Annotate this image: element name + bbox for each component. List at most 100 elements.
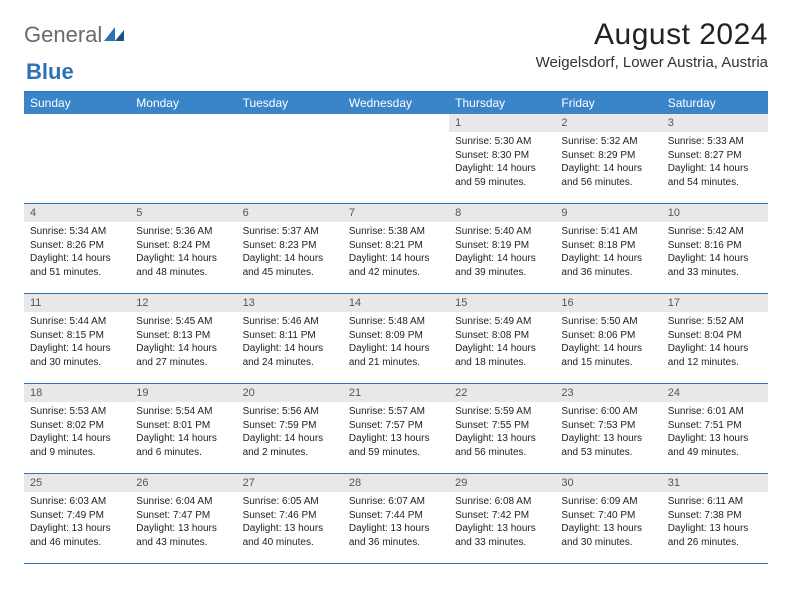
calendar-cell-empty [24, 114, 130, 204]
day-content: Sunrise: 5:32 AMSunset: 8:29 PMDaylight:… [555, 132, 661, 193]
calendar-cell: 21Sunrise: 5:57 AMSunset: 7:57 PMDayligh… [343, 384, 449, 474]
calendar-cell: 23Sunrise: 6:00 AMSunset: 7:53 PMDayligh… [555, 384, 661, 474]
day-content: Sunrise: 5:34 AMSunset: 8:26 PMDaylight:… [24, 222, 130, 283]
day-content: Sunrise: 5:46 AMSunset: 8:11 PMDaylight:… [237, 312, 343, 373]
calendar-cell: 15Sunrise: 5:49 AMSunset: 8:08 PMDayligh… [449, 294, 555, 384]
day-number: 12 [130, 294, 236, 312]
day-content: Sunrise: 5:59 AMSunset: 7:55 PMDaylight:… [449, 402, 555, 463]
logo-text-2: Blue [24, 59, 74, 84]
day-header: Friday [555, 92, 661, 114]
calendar-cell-empty [237, 114, 343, 204]
day-content: Sunrise: 5:45 AMSunset: 8:13 PMDaylight:… [130, 312, 236, 373]
calendar-cell: 5Sunrise: 5:36 AMSunset: 8:24 PMDaylight… [130, 204, 236, 294]
day-number: 4 [24, 204, 130, 222]
logo-icon [104, 22, 126, 48]
calendar-cell: 16Sunrise: 5:50 AMSunset: 8:06 PMDayligh… [555, 294, 661, 384]
calendar-cell: 24Sunrise: 6:01 AMSunset: 7:51 PMDayligh… [662, 384, 768, 474]
day-number: 20 [237, 384, 343, 402]
calendar-cell: 14Sunrise: 5:48 AMSunset: 8:09 PMDayligh… [343, 294, 449, 384]
calendar-cell: 10Sunrise: 5:42 AMSunset: 8:16 PMDayligh… [662, 204, 768, 294]
day-number: 17 [662, 294, 768, 312]
calendar-cell: 11Sunrise: 5:44 AMSunset: 8:15 PMDayligh… [24, 294, 130, 384]
calendar-cell: 3Sunrise: 5:33 AMSunset: 8:27 PMDaylight… [662, 114, 768, 204]
day-number: 6 [237, 204, 343, 222]
calendar-cell: 6Sunrise: 5:37 AMSunset: 8:23 PMDaylight… [237, 204, 343, 294]
day-content: Sunrise: 5:44 AMSunset: 8:15 PMDaylight:… [24, 312, 130, 373]
logo-text-1: General [24, 22, 102, 48]
day-number: 28 [343, 474, 449, 492]
day-content: Sunrise: 5:50 AMSunset: 8:06 PMDaylight:… [555, 312, 661, 373]
day-number: 18 [24, 384, 130, 402]
day-number: 21 [343, 384, 449, 402]
day-content: Sunrise: 5:54 AMSunset: 8:01 PMDaylight:… [130, 402, 236, 463]
calendar-cell: 30Sunrise: 6:09 AMSunset: 7:40 PMDayligh… [555, 474, 661, 564]
calendar-cell: 7Sunrise: 5:38 AMSunset: 8:21 PMDaylight… [343, 204, 449, 294]
calendar-cell: 1Sunrise: 5:30 AMSunset: 8:30 PMDaylight… [449, 114, 555, 204]
calendar-cell: 8Sunrise: 5:40 AMSunset: 8:19 PMDaylight… [449, 204, 555, 294]
day-content: Sunrise: 6:01 AMSunset: 7:51 PMDaylight:… [662, 402, 768, 463]
logo: General [24, 18, 126, 48]
day-content: Sunrise: 6:05 AMSunset: 7:46 PMDaylight:… [237, 492, 343, 553]
day-content: Sunrise: 5:52 AMSunset: 8:04 PMDaylight:… [662, 312, 768, 373]
calendar-cell: 20Sunrise: 5:56 AMSunset: 7:59 PMDayligh… [237, 384, 343, 474]
day-header: Wednesday [343, 92, 449, 114]
calendar-cell: 18Sunrise: 5:53 AMSunset: 8:02 PMDayligh… [24, 384, 130, 474]
day-content: Sunrise: 5:42 AMSunset: 8:16 PMDaylight:… [662, 222, 768, 283]
day-number: 25 [24, 474, 130, 492]
day-number: 27 [237, 474, 343, 492]
day-content: Sunrise: 5:49 AMSunset: 8:08 PMDaylight:… [449, 312, 555, 373]
day-content: Sunrise: 6:00 AMSunset: 7:53 PMDaylight:… [555, 402, 661, 463]
calendar-cell: 9Sunrise: 5:41 AMSunset: 8:18 PMDaylight… [555, 204, 661, 294]
day-content: Sunrise: 6:07 AMSunset: 7:44 PMDaylight:… [343, 492, 449, 553]
day-header: Tuesday [237, 92, 343, 114]
calendar-cell: 4Sunrise: 5:34 AMSunset: 8:26 PMDaylight… [24, 204, 130, 294]
day-content: Sunrise: 5:36 AMSunset: 8:24 PMDaylight:… [130, 222, 236, 283]
day-content: Sunrise: 6:11 AMSunset: 7:38 PMDaylight:… [662, 492, 768, 553]
day-content: Sunrise: 5:41 AMSunset: 8:18 PMDaylight:… [555, 222, 661, 283]
calendar-cell: 22Sunrise: 5:59 AMSunset: 7:55 PMDayligh… [449, 384, 555, 474]
calendar-cell-empty [343, 114, 449, 204]
day-content: Sunrise: 5:48 AMSunset: 8:09 PMDaylight:… [343, 312, 449, 373]
calendar-grid: SundayMondayTuesdayWednesdayThursdayFrid… [24, 91, 768, 564]
calendar-cell: 31Sunrise: 6:11 AMSunset: 7:38 PMDayligh… [662, 474, 768, 564]
day-header: Saturday [662, 92, 768, 114]
day-content: Sunrise: 6:03 AMSunset: 7:49 PMDaylight:… [24, 492, 130, 553]
day-number: 15 [449, 294, 555, 312]
day-content: Sunrise: 5:33 AMSunset: 8:27 PMDaylight:… [662, 132, 768, 193]
calendar-cell: 29Sunrise: 6:08 AMSunset: 7:42 PMDayligh… [449, 474, 555, 564]
day-number: 7 [343, 204, 449, 222]
day-header: Sunday [24, 92, 130, 114]
calendar-page: General August 2024 Weigelsdorf, Lower A… [0, 0, 792, 574]
calendar-cell: 27Sunrise: 6:05 AMSunset: 7:46 PMDayligh… [237, 474, 343, 564]
day-number: 2 [555, 114, 661, 132]
day-header: Monday [130, 92, 236, 114]
calendar-cell: 17Sunrise: 5:52 AMSunset: 8:04 PMDayligh… [662, 294, 768, 384]
location-text: Weigelsdorf, Lower Austria, Austria [536, 54, 768, 71]
day-content: Sunrise: 5:57 AMSunset: 7:57 PMDaylight:… [343, 402, 449, 463]
day-content: Sunrise: 5:56 AMSunset: 7:59 PMDaylight:… [237, 402, 343, 463]
day-header: Thursday [449, 92, 555, 114]
calendar-cell: 2Sunrise: 5:32 AMSunset: 8:29 PMDaylight… [555, 114, 661, 204]
day-number: 3 [662, 114, 768, 132]
day-content: Sunrise: 5:53 AMSunset: 8:02 PMDaylight:… [24, 402, 130, 463]
day-content: Sunrise: 5:38 AMSunset: 8:21 PMDaylight:… [343, 222, 449, 283]
day-content: Sunrise: 5:37 AMSunset: 8:23 PMDaylight:… [237, 222, 343, 283]
day-number: 5 [130, 204, 236, 222]
day-content: Sunrise: 5:40 AMSunset: 8:19 PMDaylight:… [449, 222, 555, 283]
calendar-cell: 26Sunrise: 6:04 AMSunset: 7:47 PMDayligh… [130, 474, 236, 564]
day-number: 31 [662, 474, 768, 492]
calendar-cell-empty [130, 114, 236, 204]
title-block: August 2024 Weigelsdorf, Lower Austria, … [536, 18, 768, 71]
day-number: 11 [24, 294, 130, 312]
day-number: 14 [343, 294, 449, 312]
day-content: Sunrise: 6:08 AMSunset: 7:42 PMDaylight:… [449, 492, 555, 553]
day-number: 23 [555, 384, 661, 402]
calendar-cell: 28Sunrise: 6:07 AMSunset: 7:44 PMDayligh… [343, 474, 449, 564]
day-number: 8 [449, 204, 555, 222]
day-content: Sunrise: 5:30 AMSunset: 8:30 PMDaylight:… [449, 132, 555, 193]
day-content: Sunrise: 6:09 AMSunset: 7:40 PMDaylight:… [555, 492, 661, 553]
day-number: 1 [449, 114, 555, 132]
calendar-cell: 25Sunrise: 6:03 AMSunset: 7:49 PMDayligh… [24, 474, 130, 564]
day-content: Sunrise: 6:04 AMSunset: 7:47 PMDaylight:… [130, 492, 236, 553]
page-title: August 2024 [536, 18, 768, 52]
